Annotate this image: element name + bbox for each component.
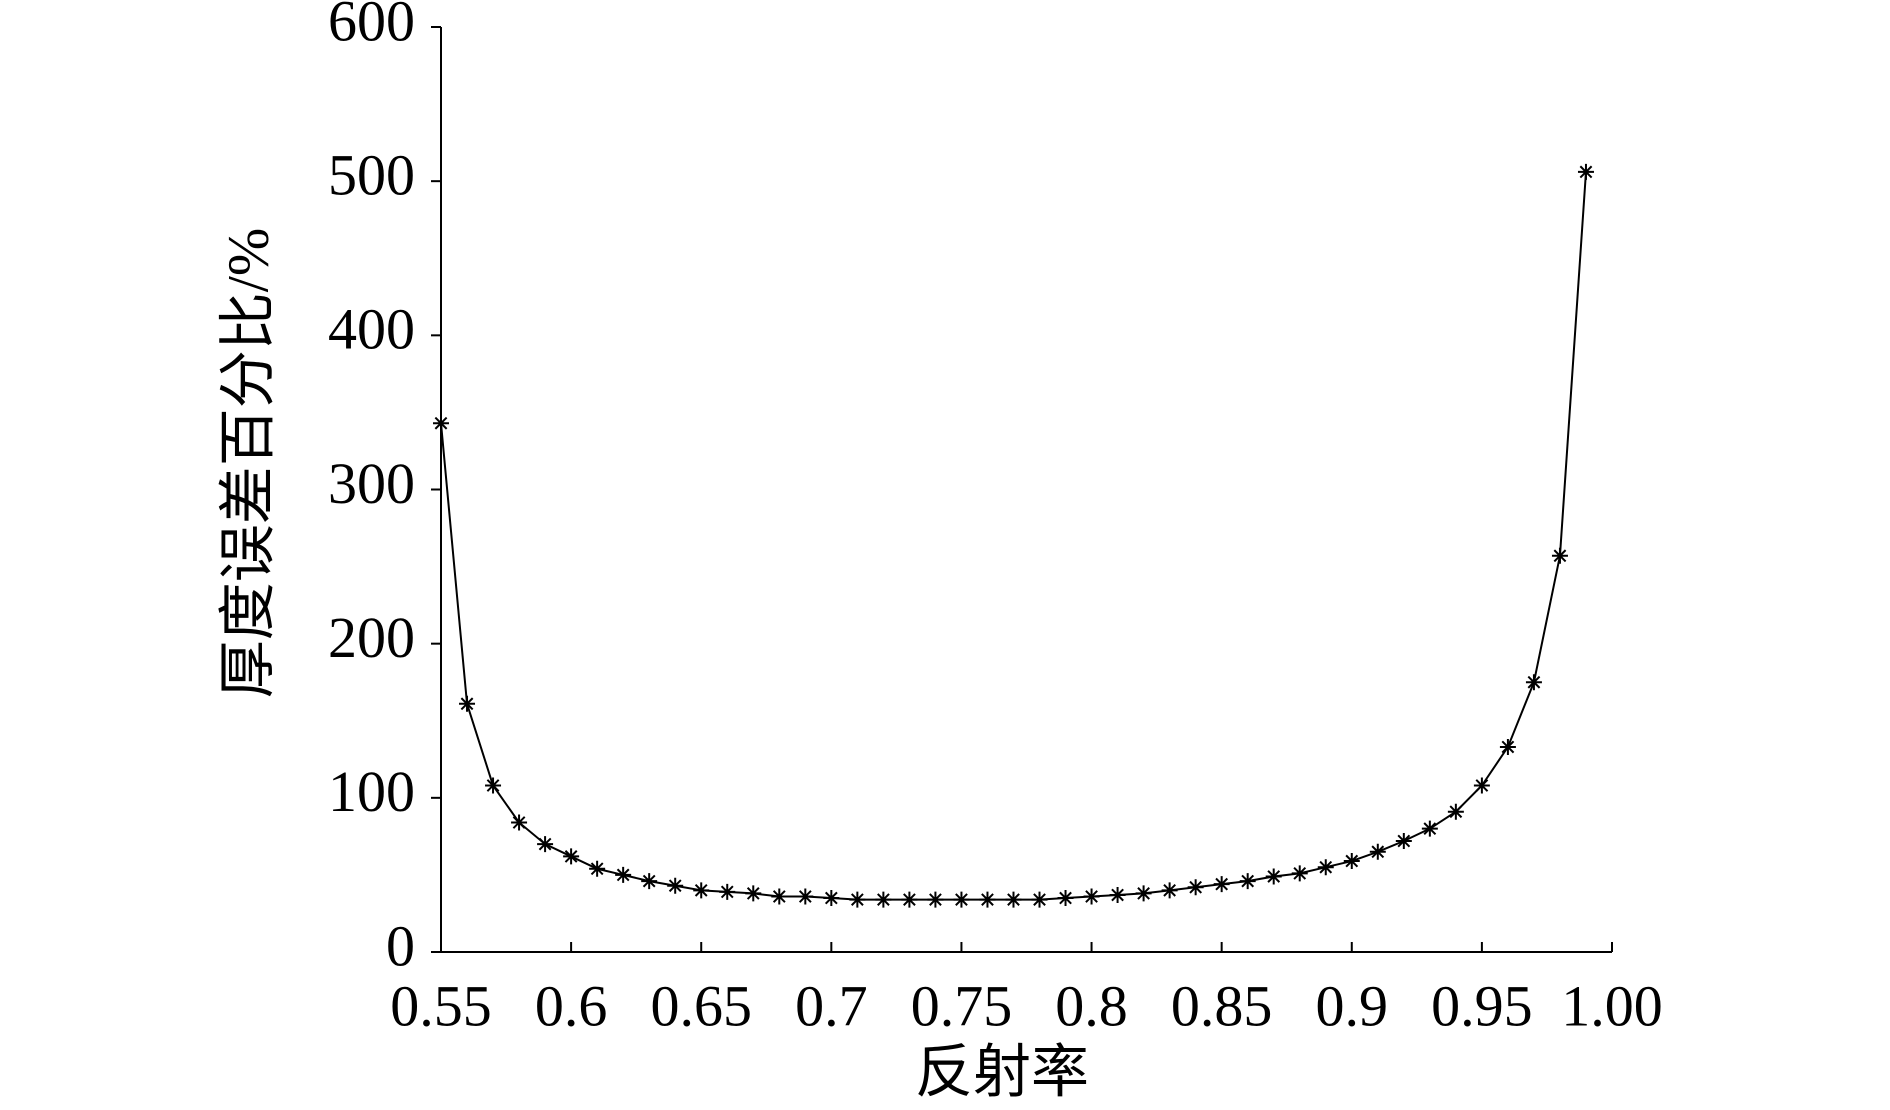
x-tick-label: 0.9 [1316,973,1389,1038]
data-point [1083,888,1100,905]
data-point [1161,882,1178,899]
data-point [641,873,658,890]
data-point [1577,163,1594,180]
x-tick-label: 0.55 [390,973,492,1038]
data-point [537,836,554,853]
x-tick-label: 0.75 [911,973,1013,1038]
y-tick-label: 400 [328,297,415,362]
data-point [563,848,580,865]
data-point [771,888,788,905]
data-point [1447,803,1464,820]
data-point [823,890,840,907]
data-point [589,860,606,877]
data-point [1291,865,1308,882]
data-point [1395,833,1412,849]
y-tick-label: 600 [328,0,415,53]
data-point [1343,853,1360,870]
data-point [667,877,684,894]
data-point [485,777,502,794]
data-point [979,891,996,908]
data-point [1265,868,1282,885]
data-point [615,866,632,883]
data-point [1317,859,1334,876]
data-line [440,171,1587,901]
data-point [1057,890,1074,907]
data-point [1473,777,1490,794]
data-point [1551,547,1568,564]
x-tick-label: 0.7 [795,973,868,1038]
y-tick-label: 200 [328,605,415,670]
x-tick-label: 0.95 [1431,973,1533,1038]
data-point [719,883,736,900]
data-point [875,891,892,908]
data-point [1239,873,1256,890]
data-point [901,891,918,908]
data-point [1369,843,1386,860]
y-tick-label: 0 [386,913,415,978]
x-tick-label: 0.6 [535,973,608,1038]
data-point [433,415,449,432]
x-tick-label: 0.85 [1171,973,1273,1038]
data-point [1109,886,1126,903]
data-point [1187,879,1204,896]
data-point [1135,885,1152,902]
data-point [1005,891,1022,908]
data-point [927,891,944,908]
data-point [459,695,476,712]
data-point [849,891,866,908]
data-point [1031,891,1048,908]
data-point [953,891,970,908]
x-tick-label: 1.00 [1561,973,1663,1038]
data-point [511,814,528,831]
data-point [1499,738,1516,755]
data-point [797,888,814,905]
y-tick-label: 300 [328,451,415,516]
data-point [1525,674,1542,691]
data-point [1213,876,1230,893]
x-tick-label: 0.65 [650,973,752,1038]
y-tick-label: 100 [328,759,415,824]
y-tick-label: 500 [328,142,415,207]
y-axis-label: 厚度误差百分比/% [215,228,280,698]
x-axis-label: 反射率 [915,1039,1089,1104]
data-point [1421,820,1438,837]
data-point [693,882,710,899]
x-tick-label: 0.8 [1055,973,1128,1038]
data-point [745,885,762,902]
